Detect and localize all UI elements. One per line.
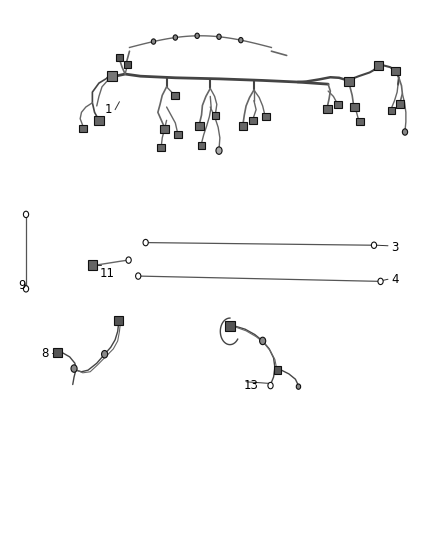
- Bar: [334, 101, 342, 108]
- Bar: [79, 125, 87, 132]
- Bar: [212, 112, 219, 119]
- Circle shape: [71, 365, 77, 372]
- Bar: [396, 100, 404, 108]
- Circle shape: [216, 147, 222, 155]
- Bar: [239, 122, 247, 130]
- Bar: [174, 131, 182, 138]
- Circle shape: [268, 382, 273, 389]
- Text: 1: 1: [105, 103, 112, 116]
- Circle shape: [173, 35, 177, 40]
- Circle shape: [217, 34, 221, 39]
- Circle shape: [102, 351, 108, 358]
- Bar: [249, 117, 257, 124]
- Bar: [388, 107, 396, 114]
- Bar: [160, 125, 169, 133]
- Text: 4: 4: [392, 273, 399, 286]
- Text: 11: 11: [100, 267, 115, 280]
- Bar: [157, 144, 165, 151]
- Text: 9: 9: [18, 279, 25, 292]
- Bar: [392, 67, 400, 75]
- Bar: [344, 77, 354, 86]
- Bar: [106, 71, 117, 82]
- Circle shape: [136, 273, 141, 279]
- Text: 13: 13: [244, 378, 258, 392]
- Circle shape: [126, 257, 131, 263]
- Circle shape: [143, 239, 148, 246]
- Circle shape: [195, 33, 199, 38]
- Circle shape: [403, 129, 408, 135]
- Bar: [94, 116, 104, 125]
- Bar: [124, 61, 131, 68]
- Bar: [225, 321, 235, 331]
- Bar: [374, 61, 383, 70]
- Text: 8: 8: [41, 346, 49, 360]
- Circle shape: [23, 286, 28, 292]
- Bar: [323, 105, 332, 113]
- Circle shape: [260, 337, 266, 345]
- Bar: [262, 113, 270, 120]
- Bar: [356, 118, 364, 125]
- Circle shape: [239, 37, 243, 43]
- Bar: [274, 367, 282, 374]
- Bar: [198, 142, 205, 149]
- Text: 3: 3: [392, 241, 399, 254]
- Bar: [350, 103, 359, 111]
- Circle shape: [378, 278, 383, 285]
- Circle shape: [296, 384, 300, 389]
- Bar: [116, 54, 124, 61]
- Circle shape: [23, 211, 28, 217]
- Bar: [195, 122, 204, 130]
- Circle shape: [151, 39, 155, 44]
- Bar: [53, 348, 62, 358]
- Bar: [114, 317, 123, 325]
- Bar: [171, 92, 179, 99]
- Bar: [88, 260, 97, 270]
- Circle shape: [371, 242, 377, 248]
